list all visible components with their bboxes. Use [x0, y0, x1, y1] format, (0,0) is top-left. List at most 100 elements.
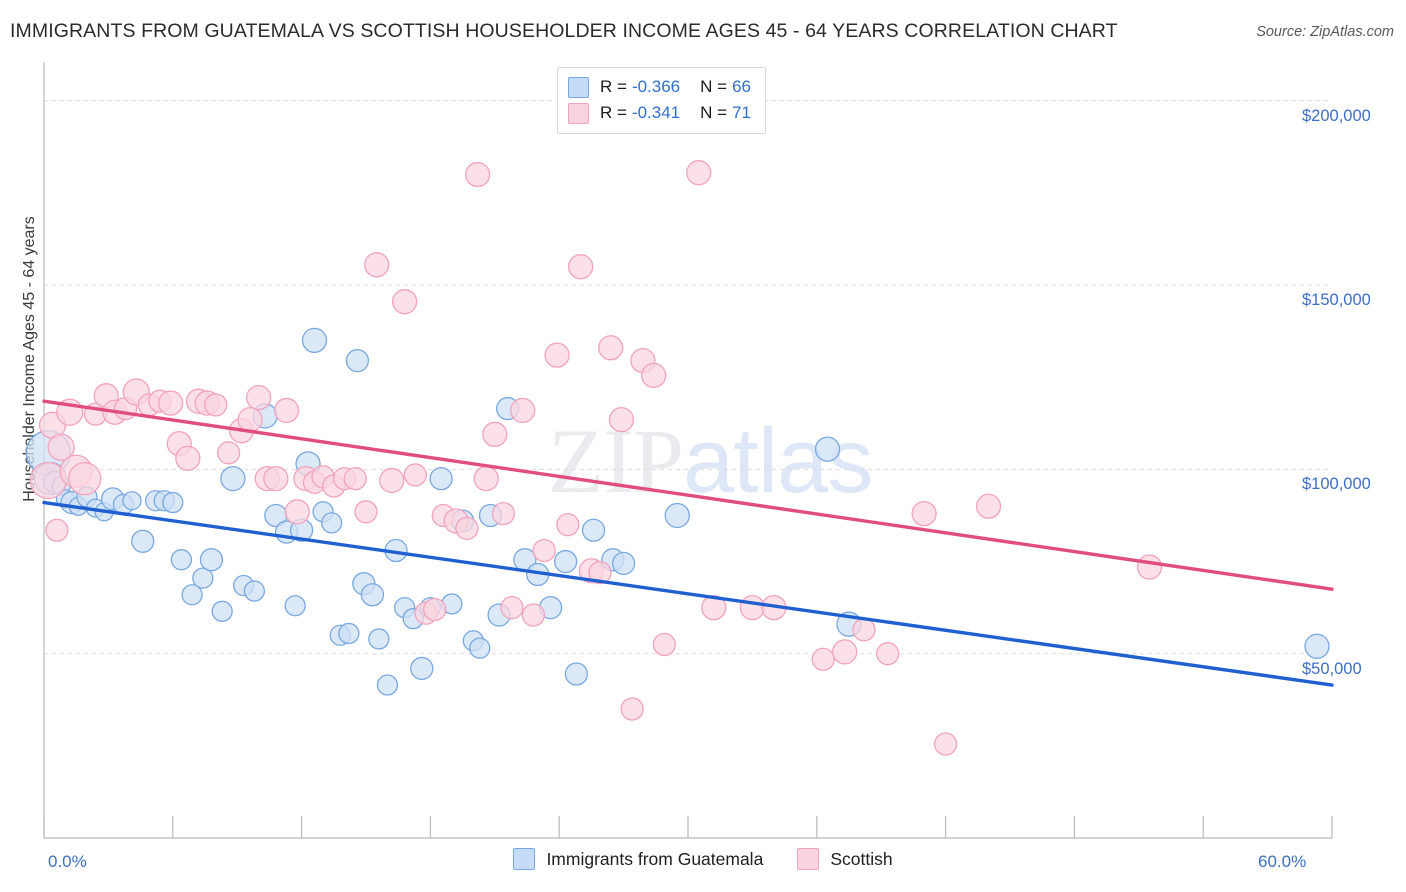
legend-color-swatch [513, 848, 536, 870]
data-point [338, 622, 360, 645]
y-axis-tick-label: $100,000 [1302, 475, 1371, 494]
data-point [482, 421, 508, 448]
data-point [162, 491, 184, 514]
data-point [122, 491, 142, 511]
data-point [321, 512, 343, 534]
data-point [608, 406, 635, 433]
data-point [491, 501, 516, 526]
n-label: N = [700, 77, 728, 96]
data-point [429, 466, 453, 491]
data-point [181, 584, 203, 606]
series-color-swatch [568, 76, 589, 98]
r-label: R = [600, 77, 627, 96]
n-value: 71 [732, 103, 751, 122]
data-point [652, 632, 677, 657]
y-axis-tick-label: $200,000 [1302, 106, 1371, 125]
x-axis-tick-label: 60.0% [1258, 852, 1307, 871]
r-value: -0.366 [631, 77, 681, 96]
data-point [192, 567, 214, 589]
plot-area [25, 62, 1334, 839]
x-axis-tick-label: 0.0% [48, 852, 87, 871]
legend-item-immigrants-from-guatemala[interactable]: Immigrants from Guatemala [513, 848, 763, 870]
data-point [473, 465, 499, 492]
legend-label: Immigrants from Guatemala [546, 848, 764, 869]
r-value: -0.341 [631, 103, 681, 122]
series-points-blue [25, 327, 1330, 696]
data-point [376, 674, 399, 696]
data-point [301, 327, 328, 354]
data-point [933, 732, 958, 756]
data-point [131, 529, 155, 553]
data-point [544, 342, 570, 368]
data-point [360, 583, 385, 607]
data-point [47, 433, 75, 461]
data-point [1136, 554, 1163, 580]
y-axis-tick-label: $150,000 [1302, 291, 1371, 310]
data-point [45, 518, 69, 542]
data-point [553, 549, 578, 574]
data-point [343, 466, 367, 491]
data-point [216, 441, 241, 465]
data-point [739, 594, 766, 621]
data-point [243, 580, 266, 602]
data-point [284, 595, 306, 617]
data-point [199, 548, 224, 572]
data-point [263, 465, 289, 492]
data-point [423, 597, 447, 622]
data-point [564, 662, 589, 686]
legend-color-swatch [797, 848, 820, 870]
data-point [246, 384, 272, 411]
data-point [510, 397, 536, 424]
data-point [284, 499, 310, 525]
data-point [345, 349, 370, 373]
data-point [620, 697, 644, 721]
data-point [237, 406, 263, 433]
data-point [664, 502, 690, 529]
data-point [500, 595, 524, 620]
series-points-pink [29, 160, 1163, 756]
data-point [220, 465, 246, 492]
data-point [403, 463, 428, 487]
data-point [469, 637, 491, 659]
data-point [832, 639, 858, 665]
data-point [368, 628, 390, 650]
page-title: IMMIGRANTS FROM GUATEMALA VS SCOTTISH HO… [10, 20, 1118, 42]
series-legend: Immigrants from Guatemala Scottish [0, 848, 1406, 870]
trend-line-pink [42, 399, 1334, 591]
data-point [568, 254, 594, 280]
legend-item-scottish[interactable]: Scottish [797, 848, 893, 870]
data-point [410, 656, 434, 681]
data-point [852, 618, 876, 642]
data-point [611, 551, 636, 576]
data-point [581, 518, 606, 542]
source-label: Source: ZipAtlas.com [1256, 24, 1394, 40]
data-point [455, 516, 479, 541]
n-value: 66 [732, 77, 751, 96]
data-point [598, 335, 624, 361]
data-point [911, 500, 937, 527]
data-point [391, 289, 418, 315]
n-label: N = [700, 103, 728, 122]
data-point [158, 390, 184, 416]
data-point [354, 500, 378, 524]
data-point [975, 493, 1002, 519]
data-point [204, 393, 228, 417]
data-point [556, 513, 580, 537]
data-point [273, 397, 300, 424]
stats-row: R = -0.341 N = 71 [568, 100, 751, 126]
data-point [588, 560, 612, 585]
data-point [175, 445, 201, 471]
data-point [701, 594, 727, 621]
data-point [364, 252, 390, 278]
series-color-swatch [568, 102, 589, 124]
data-point [1304, 633, 1330, 659]
data-point [686, 160, 712, 186]
scatter-plot-svg [25, 62, 1334, 839]
r-label: R = [600, 103, 627, 122]
data-point [641, 362, 667, 389]
data-point [811, 647, 835, 671]
trend-line-blue [42, 500, 1334, 687]
data-point [211, 600, 233, 622]
data-point [464, 161, 491, 188]
